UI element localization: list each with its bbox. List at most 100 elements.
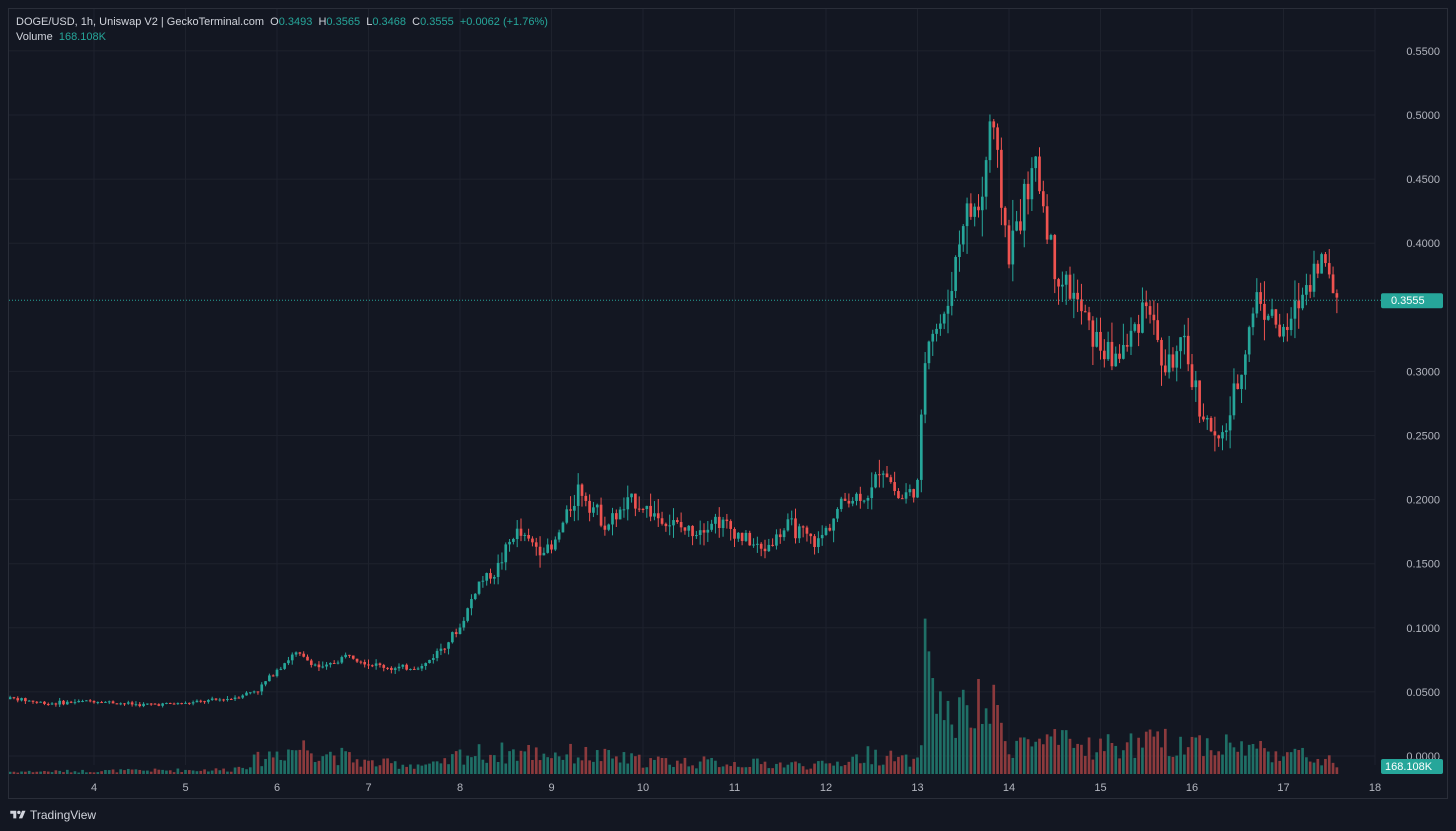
candle-body — [168, 702, 172, 704]
candle-body — [881, 473, 885, 475]
candle-body — [889, 477, 893, 483]
volume-bar — [65, 769, 69, 774]
volume-bar — [237, 766, 241, 774]
candle-body — [523, 534, 527, 536]
candle-body — [984, 160, 988, 197]
volume-bar — [1068, 738, 1072, 774]
volume-bar — [473, 756, 477, 774]
volume-bar — [618, 762, 622, 774]
volume-bar — [1289, 752, 1293, 774]
volume-bar — [130, 769, 134, 774]
volume-bar — [565, 754, 569, 774]
volume-bar — [1106, 734, 1110, 774]
candle-body — [1179, 337, 1182, 352]
y-tick-label: 0.2000 — [1406, 495, 1440, 507]
volume-bar — [1034, 741, 1038, 774]
candle-body — [85, 700, 88, 702]
volume-bar — [54, 770, 58, 774]
volume-bar — [668, 764, 672, 774]
volume-bar — [531, 759, 534, 774]
volume-bar — [146, 770, 149, 774]
candle-body — [210, 698, 214, 700]
candle-body — [1152, 314, 1156, 321]
volume-bar — [954, 737, 957, 774]
candle-body — [325, 664, 328, 667]
candle-body — [519, 528, 523, 536]
price-axis[interactable]: 0.00000.05000.10000.15000.20000.25000.30… — [1406, 46, 1440, 763]
candle-body — [1148, 306, 1152, 315]
volume-bar — [523, 751, 527, 774]
candle-body — [1236, 383, 1240, 390]
volume-bar — [1129, 733, 1133, 774]
volume-bar — [1053, 729, 1057, 774]
candle-body — [592, 507, 595, 513]
candle-body — [374, 663, 378, 666]
candle-body — [142, 703, 145, 707]
time-axis[interactable]: 4 5 6 7 8 9 10 11 12 13 14 15 16 17 18 — [91, 782, 1381, 794]
symbol-title[interactable]: DOGE/USD, 1h, Uniswap V2 | GeckoTerminal… — [16, 16, 264, 28]
candle-body — [561, 522, 565, 533]
candle-body — [439, 648, 443, 651]
candle-body — [874, 474, 877, 488]
volume-bar — [1324, 758, 1327, 774]
candle-body — [965, 203, 969, 227]
candle-body — [241, 695, 245, 698]
candle-body — [607, 524, 611, 530]
volume-bar — [1232, 747, 1236, 774]
volume-bar — [85, 772, 88, 774]
volume-bar — [466, 755, 469, 774]
candle-body — [1213, 431, 1217, 436]
candle-body — [1030, 168, 1034, 200]
volume-bar — [325, 754, 328, 774]
volume-bar — [1057, 744, 1060, 774]
price-chart[interactable]: 0.00000.05000.10000.15000.20000.25000.30… — [9, 9, 1447, 798]
volume-bar — [1045, 734, 1049, 774]
chart-frame[interactable]: 0.0000 0.0500 0.1000 0.1500 0.2000 0.2500 0.30… — [8, 8, 1448, 799]
volume-bar — [748, 766, 752, 774]
candle-body — [706, 529, 710, 533]
candle-body — [897, 491, 900, 499]
volume-bar — [893, 761, 896, 774]
candle-body — [1263, 303, 1266, 320]
candle-body — [1217, 435, 1221, 439]
volume-bar — [1236, 751, 1240, 774]
candle-body — [138, 704, 142, 707]
volume-bar — [405, 766, 408, 774]
volume-bar — [115, 772, 119, 774]
candle-body — [1003, 207, 1007, 226]
candle-body — [805, 527, 809, 534]
candle-body — [557, 532, 561, 540]
candle-body — [298, 652, 302, 654]
candle-body — [306, 656, 309, 661]
candle-body — [340, 657, 344, 663]
volume-bar — [714, 760, 717, 774]
candle-body — [714, 516, 717, 524]
candle-body — [576, 484, 580, 506]
candle-body — [1026, 183, 1030, 200]
volume-bar — [569, 743, 572, 774]
candle-body — [717, 516, 721, 529]
candle-body — [1301, 294, 1304, 309]
candle-body — [641, 508, 645, 510]
candle-body — [645, 505, 649, 510]
tradingview-brand[interactable]: TradingView — [10, 808, 96, 822]
candle-body — [828, 527, 832, 531]
volume-bar — [519, 750, 523, 774]
volume-bar — [271, 757, 275, 774]
volume-bar — [839, 766, 843, 774]
candle-body — [1278, 324, 1282, 337]
candle-body — [573, 505, 576, 511]
volume-bar — [165, 770, 168, 774]
volume-bar — [100, 771, 103, 774]
volume-bar — [1019, 737, 1022, 774]
volume-bar — [1087, 737, 1091, 774]
y-tick-label: 0.2500 — [1406, 431, 1440, 443]
volume-bar — [168, 770, 172, 774]
candle-body — [222, 699, 225, 701]
candle-body — [1194, 380, 1198, 388]
volume-bar — [435, 761, 439, 774]
candle-body — [351, 655, 355, 659]
volume-bar — [439, 763, 443, 774]
candle-body — [504, 544, 508, 563]
volume-bar — [470, 757, 473, 774]
